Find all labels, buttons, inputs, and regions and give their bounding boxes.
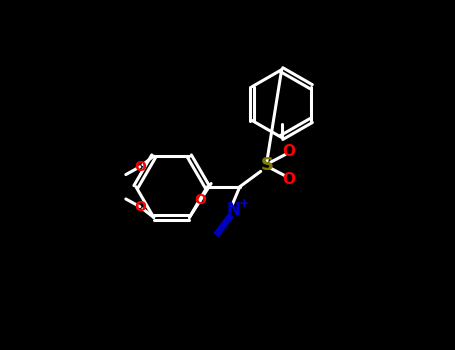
Text: O: O xyxy=(134,160,146,174)
Text: O: O xyxy=(282,172,295,187)
Text: O: O xyxy=(282,144,295,159)
Text: N: N xyxy=(227,201,241,219)
Text: S: S xyxy=(260,156,273,174)
Text: O: O xyxy=(194,194,206,208)
Text: +: + xyxy=(238,197,249,210)
Text: O: O xyxy=(134,199,146,213)
